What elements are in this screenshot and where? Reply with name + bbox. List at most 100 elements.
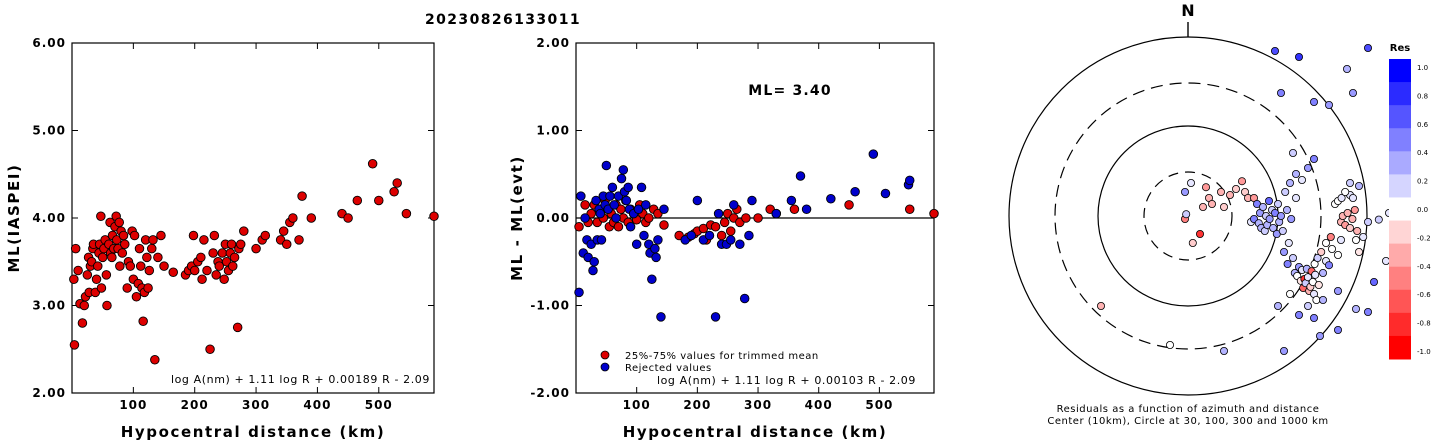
data-point bbox=[656, 312, 666, 322]
data-point bbox=[156, 230, 166, 241]
data-point bbox=[574, 287, 584, 298]
data-point bbox=[719, 217, 730, 228]
azimuth-residual-map: N Residuals as a function of azimuth and… bbox=[1008, 1, 1431, 427]
plot-frame bbox=[71, 42, 435, 394]
data-point bbox=[260, 230, 271, 241]
y-axis-label: ML - ML(evt) bbox=[508, 155, 526, 281]
data-point bbox=[589, 257, 599, 267]
data-point bbox=[168, 267, 178, 278]
station-point bbox=[1350, 205, 1359, 214]
data-point bbox=[118, 230, 129, 241]
data-point bbox=[710, 312, 721, 322]
data-point bbox=[131, 292, 142, 302]
data-point bbox=[138, 316, 148, 327]
station-point bbox=[1310, 313, 1319, 322]
station-point bbox=[1280, 346, 1289, 355]
station-point bbox=[1281, 187, 1290, 196]
station-point bbox=[1352, 304, 1361, 313]
data-point bbox=[641, 200, 651, 210]
colorbar-swatch bbox=[1389, 335, 1411, 360]
x-tick-label: 500 bbox=[365, 398, 393, 412]
station-point bbox=[1346, 178, 1355, 187]
y-tick-label: -1.00 bbox=[530, 299, 570, 313]
data-point bbox=[219, 274, 229, 285]
formula-text: log A(nm) + 1.11 log R + 0.00103 R - 2.0… bbox=[657, 374, 916, 387]
station-point bbox=[1343, 208, 1352, 217]
data-point bbox=[147, 243, 157, 254]
data-point bbox=[93, 261, 103, 271]
data-point bbox=[596, 235, 607, 245]
y-tick-label: 6.00 bbox=[32, 36, 66, 50]
data-point bbox=[188, 230, 199, 241]
data-point bbox=[650, 243, 660, 254]
station-point bbox=[1188, 238, 1197, 247]
colorbar-label: -1.0 bbox=[1417, 348, 1431, 356]
caption-line-1: Residuals as a function of azimuth and d… bbox=[1057, 404, 1320, 415]
data-point bbox=[294, 235, 304, 245]
data-point bbox=[214, 261, 225, 271]
station-point bbox=[1220, 346, 1229, 355]
station-point bbox=[1287, 214, 1296, 223]
station-point bbox=[1337, 193, 1346, 202]
colorbar-swatch bbox=[1389, 220, 1411, 245]
colorbar-label: 0.2 bbox=[1417, 178, 1428, 186]
station-point bbox=[1337, 235, 1346, 244]
colorbar-swatch bbox=[1389, 105, 1411, 129]
data-point bbox=[278, 226, 289, 236]
x-tick-label: 100 bbox=[623, 398, 651, 412]
data-point bbox=[288, 213, 298, 223]
station-point bbox=[1226, 190, 1235, 199]
station-point bbox=[1370, 277, 1379, 286]
station-point bbox=[1274, 199, 1283, 208]
y-tick-label: 1.00 bbox=[536, 124, 570, 138]
station-point bbox=[1265, 214, 1274, 223]
legend-label-rejected: Rejected values bbox=[625, 363, 712, 374]
data-point bbox=[747, 195, 757, 206]
station-point bbox=[1364, 307, 1373, 316]
y-tick-label: 3.00 bbox=[32, 299, 66, 313]
station-point bbox=[1274, 301, 1283, 310]
data-point bbox=[725, 226, 736, 236]
station-point bbox=[1316, 331, 1325, 340]
data-point bbox=[125, 261, 136, 271]
data-point bbox=[607, 182, 618, 193]
data-point bbox=[729, 200, 739, 210]
station-point bbox=[1166, 340, 1175, 349]
y-tick-label: 2.00 bbox=[32, 386, 66, 400]
station-point bbox=[1325, 101, 1334, 110]
data-point bbox=[880, 188, 891, 199]
data-point bbox=[744, 230, 754, 241]
x-tick-label: 300 bbox=[744, 398, 772, 412]
station-point bbox=[1182, 210, 1191, 219]
data-point bbox=[211, 270, 221, 280]
data-point bbox=[786, 195, 797, 206]
data-point bbox=[306, 213, 317, 223]
data-point bbox=[580, 213, 590, 223]
data-point bbox=[135, 261, 146, 271]
axis-ticks: 100 200 300 400 500 2.00 3.00 4.00 5.00 6.00 bbox=[32, 36, 434, 412]
data-point bbox=[77, 318, 88, 328]
station-point bbox=[1310, 98, 1319, 107]
data-point bbox=[401, 208, 412, 219]
formula-text: log A(nm) + 1.11 log R + 0.00189 R - 2.0… bbox=[171, 373, 430, 386]
legend-label-trimmed: 25%-75% values for trimmed mean bbox=[625, 351, 819, 362]
y-axis-label: ML(IASPEI) bbox=[5, 163, 23, 272]
data-point bbox=[392, 178, 402, 188]
station-point bbox=[1217, 187, 1226, 196]
data-point bbox=[129, 230, 140, 241]
data-point bbox=[618, 165, 629, 175]
station-point bbox=[1355, 247, 1364, 256]
data-point bbox=[601, 160, 612, 171]
data-point bbox=[633, 204, 644, 214]
station-point bbox=[1304, 163, 1313, 172]
data-point bbox=[904, 204, 915, 214]
data-point bbox=[297, 191, 307, 201]
data-point bbox=[143, 283, 153, 293]
data-point bbox=[621, 195, 632, 206]
data-point bbox=[144, 265, 155, 276]
data-point bbox=[801, 204, 812, 214]
station-point bbox=[1181, 187, 1190, 196]
colorbar-swatch bbox=[1389, 82, 1411, 106]
station-point bbox=[1283, 259, 1292, 268]
colorbar-swatch bbox=[1389, 197, 1411, 222]
